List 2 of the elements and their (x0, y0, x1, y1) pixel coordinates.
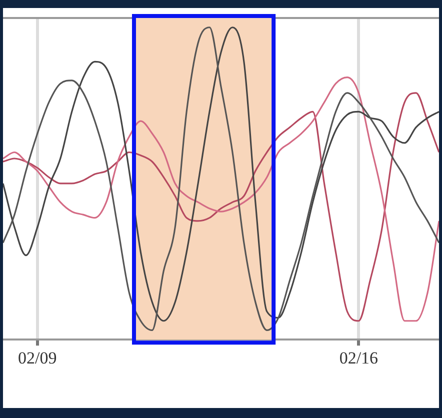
x-tick-label: 02/16 (339, 348, 378, 368)
x-tick-label: 02/09 (18, 348, 57, 368)
